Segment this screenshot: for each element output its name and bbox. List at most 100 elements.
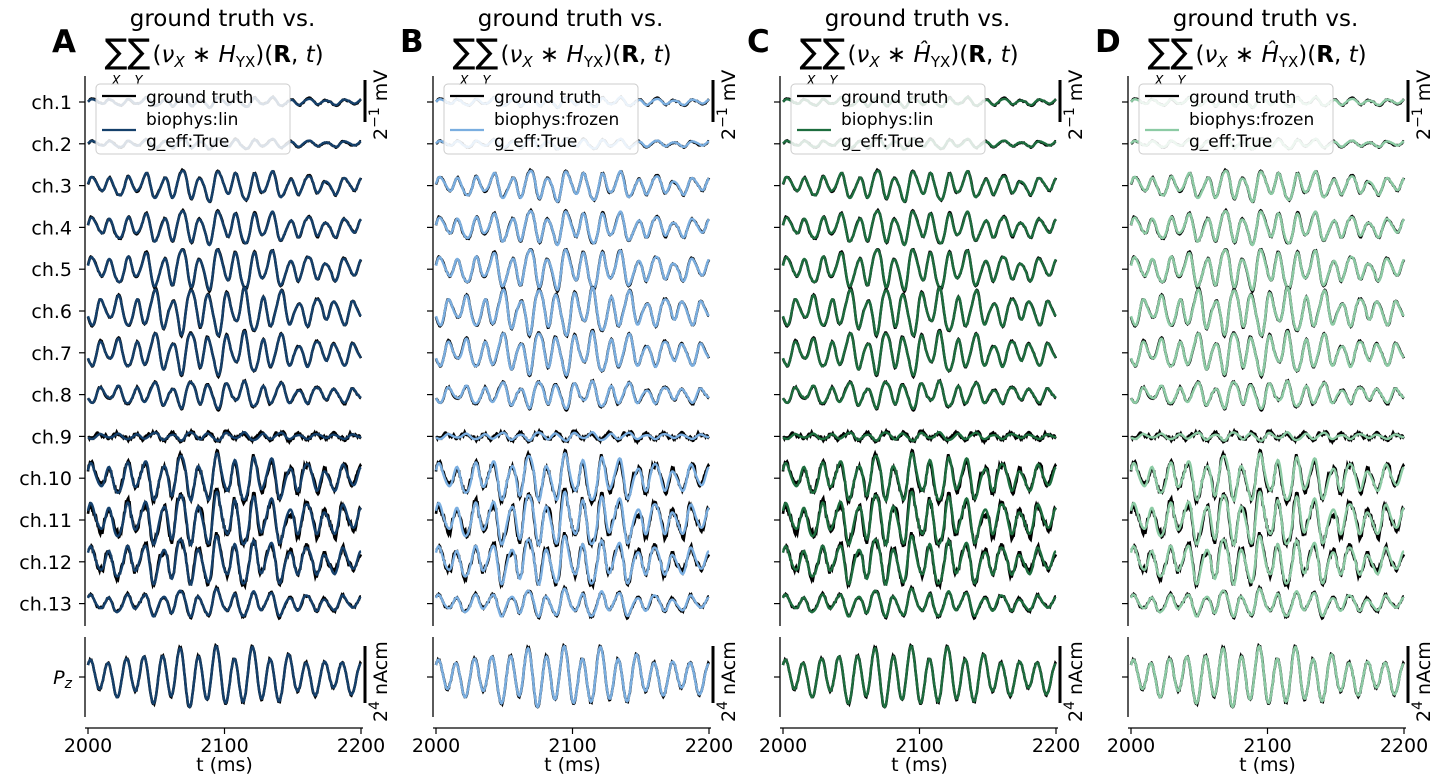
x-axis-label: t (ms) [544,754,601,776]
channel-label: ch.10 [19,468,72,490]
panel-title-formula: ∑∑ X Y (νX ∗ ĤYX)(R, t) [800,32,1019,89]
ground-truth-trace [781,487,1058,550]
legend-entry: g_eff:True [146,132,229,152]
channel-label: ch.3 [31,176,72,198]
panel-letter: B [400,24,424,60]
x-tick-label: 2100 [1243,735,1291,757]
sum-symbols: ∑∑ [453,32,499,72]
ground-truth-trace [1130,531,1406,591]
channel-label: ch.7 [31,343,72,365]
legend-box [443,83,639,155]
ground-truth-trace [86,487,363,550]
x-tick-label: 2200 [685,735,733,757]
legend-entry: ground truth [1189,88,1296,108]
model-trace [434,169,710,204]
sum-subscript-x: X [111,74,122,89]
scale-bar-dipole-label: 24 nAcm [715,641,740,722]
legend-entry: g_eff:True [841,132,924,152]
formula-text: (νX ∗ HYX)(R, t) [153,42,324,71]
formula-text: (νX ∗ ĤYX)(R, t) [848,40,1019,71]
panel-letter: C [747,24,770,60]
model-trace [781,451,1057,503]
model-trace [86,169,362,204]
legend-entry: biophys:lin [841,110,933,130]
dipole-model-trace [781,644,1057,709]
legend-entry: ground truth [494,88,601,108]
model-trace [434,286,710,338]
scale-bar-dipole-label: 24 nAcm [1062,641,1087,722]
panel-title: ground truth vs. [130,6,316,32]
x-tick-label: 2100 [548,735,596,757]
model-trace [435,430,710,443]
channel-label: ch.2 [31,134,72,156]
model-trace [434,451,710,503]
model-trace [86,587,362,618]
model-trace [87,430,362,443]
channel-label: ch.13 [19,594,72,616]
x-tick-label: 2000 [64,735,112,757]
dipole-model-trace [434,644,710,709]
panel-title: ground truth vs. [1173,6,1359,32]
channel-label: ch.5 [31,259,72,281]
model-trace [1129,209,1405,247]
ground-truth-trace [1129,487,1406,550]
model-trace [1129,329,1405,377]
legend-entry: g_eff:True [1189,132,1272,152]
model-trace [86,286,362,338]
sum-subscript-x: X [459,74,470,89]
sum-symbols: ∑∑ [800,32,846,72]
panel-title-formula: ∑∑ X Y (νX ∗ HYX)(R, t) [453,32,672,89]
x-axis-label: t (ms) [891,754,948,776]
panel-letter: D [1095,24,1121,60]
model-trace [434,209,710,247]
x-tick-label: 2000 [1107,735,1155,757]
model-trace [781,209,1057,247]
model-trace [781,169,1057,204]
legend-box [790,83,986,155]
x-tick-label: 2000 [759,735,807,757]
model-trace [86,490,362,547]
model-trace [781,490,1057,547]
model-trace [434,329,710,377]
x-tick-label: 2200 [1032,735,1080,757]
model-trace [781,286,1057,338]
model-trace [1129,534,1405,586]
formula-text: (νX ∗ HYX)(R, t) [501,42,672,71]
model-trace [1129,169,1405,204]
channel-label: ch.11 [19,510,72,532]
model-trace [86,534,362,586]
model-trace [1129,286,1405,338]
model-trace [86,329,362,377]
legend-entry: biophys:frozen [494,110,619,130]
scale-bar-voltage-label: 2−1 mV [367,70,392,140]
sum-symbols: ∑∑ [1148,32,1194,72]
legend-entry: biophys:lin [146,110,238,130]
model-trace [434,587,710,618]
legend-entry: biophys:frozen [1189,110,1314,130]
panel-title-formula: ∑∑ X Y (νX ∗ ĤYX)(R, t) [1148,32,1367,89]
legend-entry: ground truth [146,88,253,108]
model-trace [86,379,362,411]
scale-bar-voltage-label: 2−1 mV [1062,70,1087,140]
legend-box [1138,83,1334,155]
scale-bar-voltage-label: 2−1 mV [715,70,740,140]
channel-label: ch.4 [31,217,72,239]
model-trace [434,379,710,411]
scale-bar-dipole-label: 24 nAcm [367,641,392,722]
model-trace [86,451,362,503]
sum-subscript-x: X [1154,74,1165,89]
model-trace [1129,248,1405,292]
sum-subscript-x: X [806,74,817,89]
x-tick-label: 2100 [895,735,943,757]
panel-title-formula: ∑∑ X Y (νX ∗ HYX)(R, t) [105,32,324,89]
channel-label: ch.8 [31,385,72,407]
model-trace [434,534,710,586]
